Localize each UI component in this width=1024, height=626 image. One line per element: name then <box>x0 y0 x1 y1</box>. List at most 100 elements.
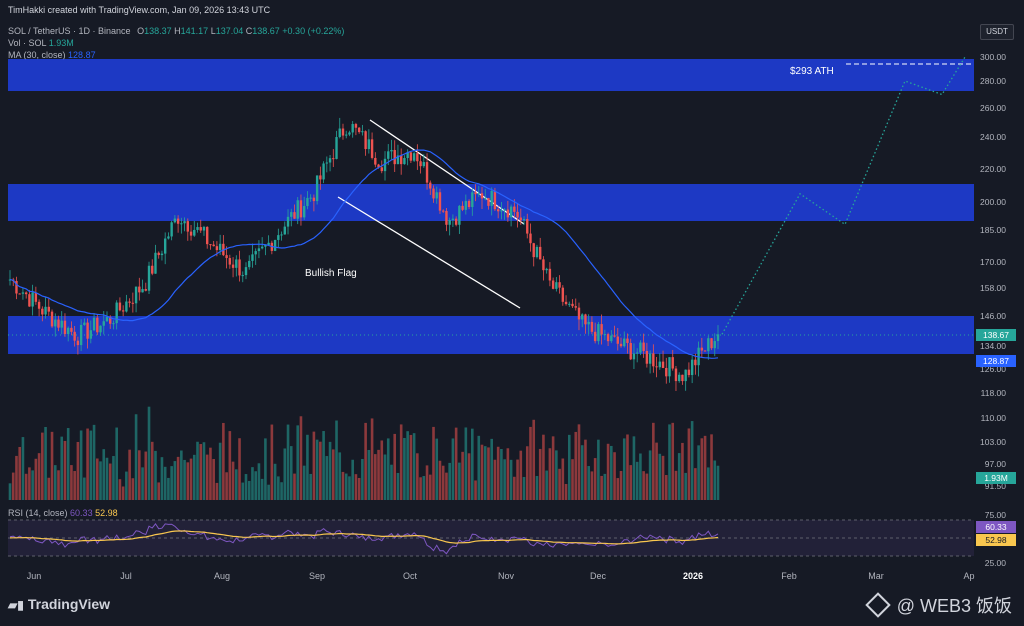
volume-bar <box>487 447 490 500</box>
volume-bar <box>280 482 283 500</box>
time-tick-label: Feb <box>781 571 797 581</box>
candle-body <box>506 209 510 218</box>
volume-bar <box>697 445 700 500</box>
candle-body <box>665 367 668 377</box>
rsi-tick-label: 25.00 <box>985 558 1007 568</box>
volume-bar <box>409 434 413 500</box>
volume-bar <box>435 438 439 500</box>
volume-bar <box>86 428 89 500</box>
volume-bar <box>89 430 93 500</box>
volume-bar <box>668 424 671 500</box>
symbol-name[interactable]: SOL / TetherUS · 1D · Binance <box>8 26 131 36</box>
volume-legend[interactable]: Vol · SOL 1.93M <box>8 38 74 48</box>
volume-bar <box>383 454 387 500</box>
price-axis[interactable]: 300.00 280.00 260.00 240.00 220.00 200.00 185.… <box>980 52 1006 491</box>
volume-bar <box>635 461 639 500</box>
candle-body <box>555 282 558 289</box>
candle-body <box>412 153 416 161</box>
c-label: C <box>245 26 253 36</box>
volume-bar <box>44 427 47 500</box>
candles-group <box>8 117 720 392</box>
volume-bar <box>57 470 60 500</box>
candle-body <box>393 149 396 165</box>
price-tick-label: 126.00 <box>980 364 1006 374</box>
candle-body <box>632 353 636 360</box>
symbol-header: SOL / TetherUS · 1D · Binance O138.37 H1… <box>8 26 344 36</box>
volume-bar <box>50 431 54 500</box>
rsi-legend[interactable]: RSI (14, close) 60.33 52.98 <box>8 508 118 518</box>
volume-bar <box>28 467 31 500</box>
price-chart[interactable]: $293 ATH Bullish Flag 300.00 280.00 260.00… <box>0 0 1024 590</box>
volume-bar <box>493 459 497 500</box>
watermark: @ WEB3 饭饭 <box>864 592 1012 618</box>
time-axis[interactable]: Jun Jul Aug Sep Oct Nov Dec 2026 Feb Mar Ap <box>27 571 975 581</box>
volume-bar <box>289 446 293 500</box>
candle-body <box>367 139 371 150</box>
volume-bar <box>357 477 361 500</box>
volume-bar <box>399 424 403 500</box>
volume-bar <box>716 465 720 500</box>
price-tick-label: 280.00 <box>980 76 1006 86</box>
flag-label: Bullish Flag <box>305 268 357 279</box>
volume-bar <box>157 482 161 500</box>
volume-bar <box>147 406 151 500</box>
candle-body <box>716 334 720 342</box>
time-tick-label: Jul <box>120 571 132 581</box>
volume-bar <box>690 421 694 500</box>
candle-body <box>425 162 429 183</box>
candle-body <box>73 331 76 341</box>
volume-bar <box>21 437 25 500</box>
candle-body <box>147 265 151 291</box>
candle-body <box>558 282 561 288</box>
volume-bar <box>154 450 157 500</box>
candle-body <box>432 188 435 199</box>
volume-bar <box>286 424 290 500</box>
candle-body <box>163 238 167 254</box>
volume-group <box>8 406 720 500</box>
vol-badge-bg <box>976 472 1016 484</box>
volume-bar <box>606 443 610 500</box>
candle-body <box>309 197 312 199</box>
volume-bar <box>483 446 487 500</box>
volume-bar <box>480 444 484 500</box>
candle-body <box>471 192 474 208</box>
candle-body <box>707 338 710 352</box>
price-tick-label: 110.00 <box>981 413 1007 423</box>
candle-body <box>248 260 251 268</box>
price-tick-label: 185.00 <box>980 225 1006 235</box>
candle-body <box>671 357 674 369</box>
volume-bar <box>24 473 28 500</box>
rsi-ma-badge-bg <box>976 534 1016 546</box>
volume-bar <box>66 428 70 500</box>
candle-body <box>196 227 199 230</box>
volume-bar <box>257 463 261 500</box>
candle-body <box>299 200 303 218</box>
candle-body <box>202 226 206 231</box>
ma-legend[interactable]: MA (30, close) 128.87 <box>8 50 96 60</box>
tradingview-logo[interactable]: ▰▮ TradingView <box>8 596 111 612</box>
volume-bar <box>694 468 697 500</box>
candle-body <box>293 212 296 219</box>
volume-bar <box>312 431 316 500</box>
candle-body <box>180 223 183 225</box>
rsi-ma-line <box>9 530 719 545</box>
volume-bar <box>603 473 607 500</box>
volume-bar <box>108 463 112 500</box>
candle-body <box>76 340 80 346</box>
candle-body <box>170 222 173 237</box>
currency-unit-button[interactable]: USDT <box>980 24 1014 40</box>
candle-body <box>678 374 681 382</box>
volume-bar <box>260 478 264 500</box>
candle-body <box>526 218 529 234</box>
volume-bar <box>344 473 348 500</box>
volume-bar <box>677 453 681 500</box>
candle-body <box>86 322 89 339</box>
candle-body <box>593 331 597 342</box>
candle-body <box>315 175 319 202</box>
volume-bar <box>176 456 180 500</box>
candle-body <box>535 246 539 258</box>
zone-top <box>8 59 974 91</box>
candle-body <box>548 268 552 281</box>
volume-bar <box>500 449 503 500</box>
candle-body <box>212 244 215 247</box>
